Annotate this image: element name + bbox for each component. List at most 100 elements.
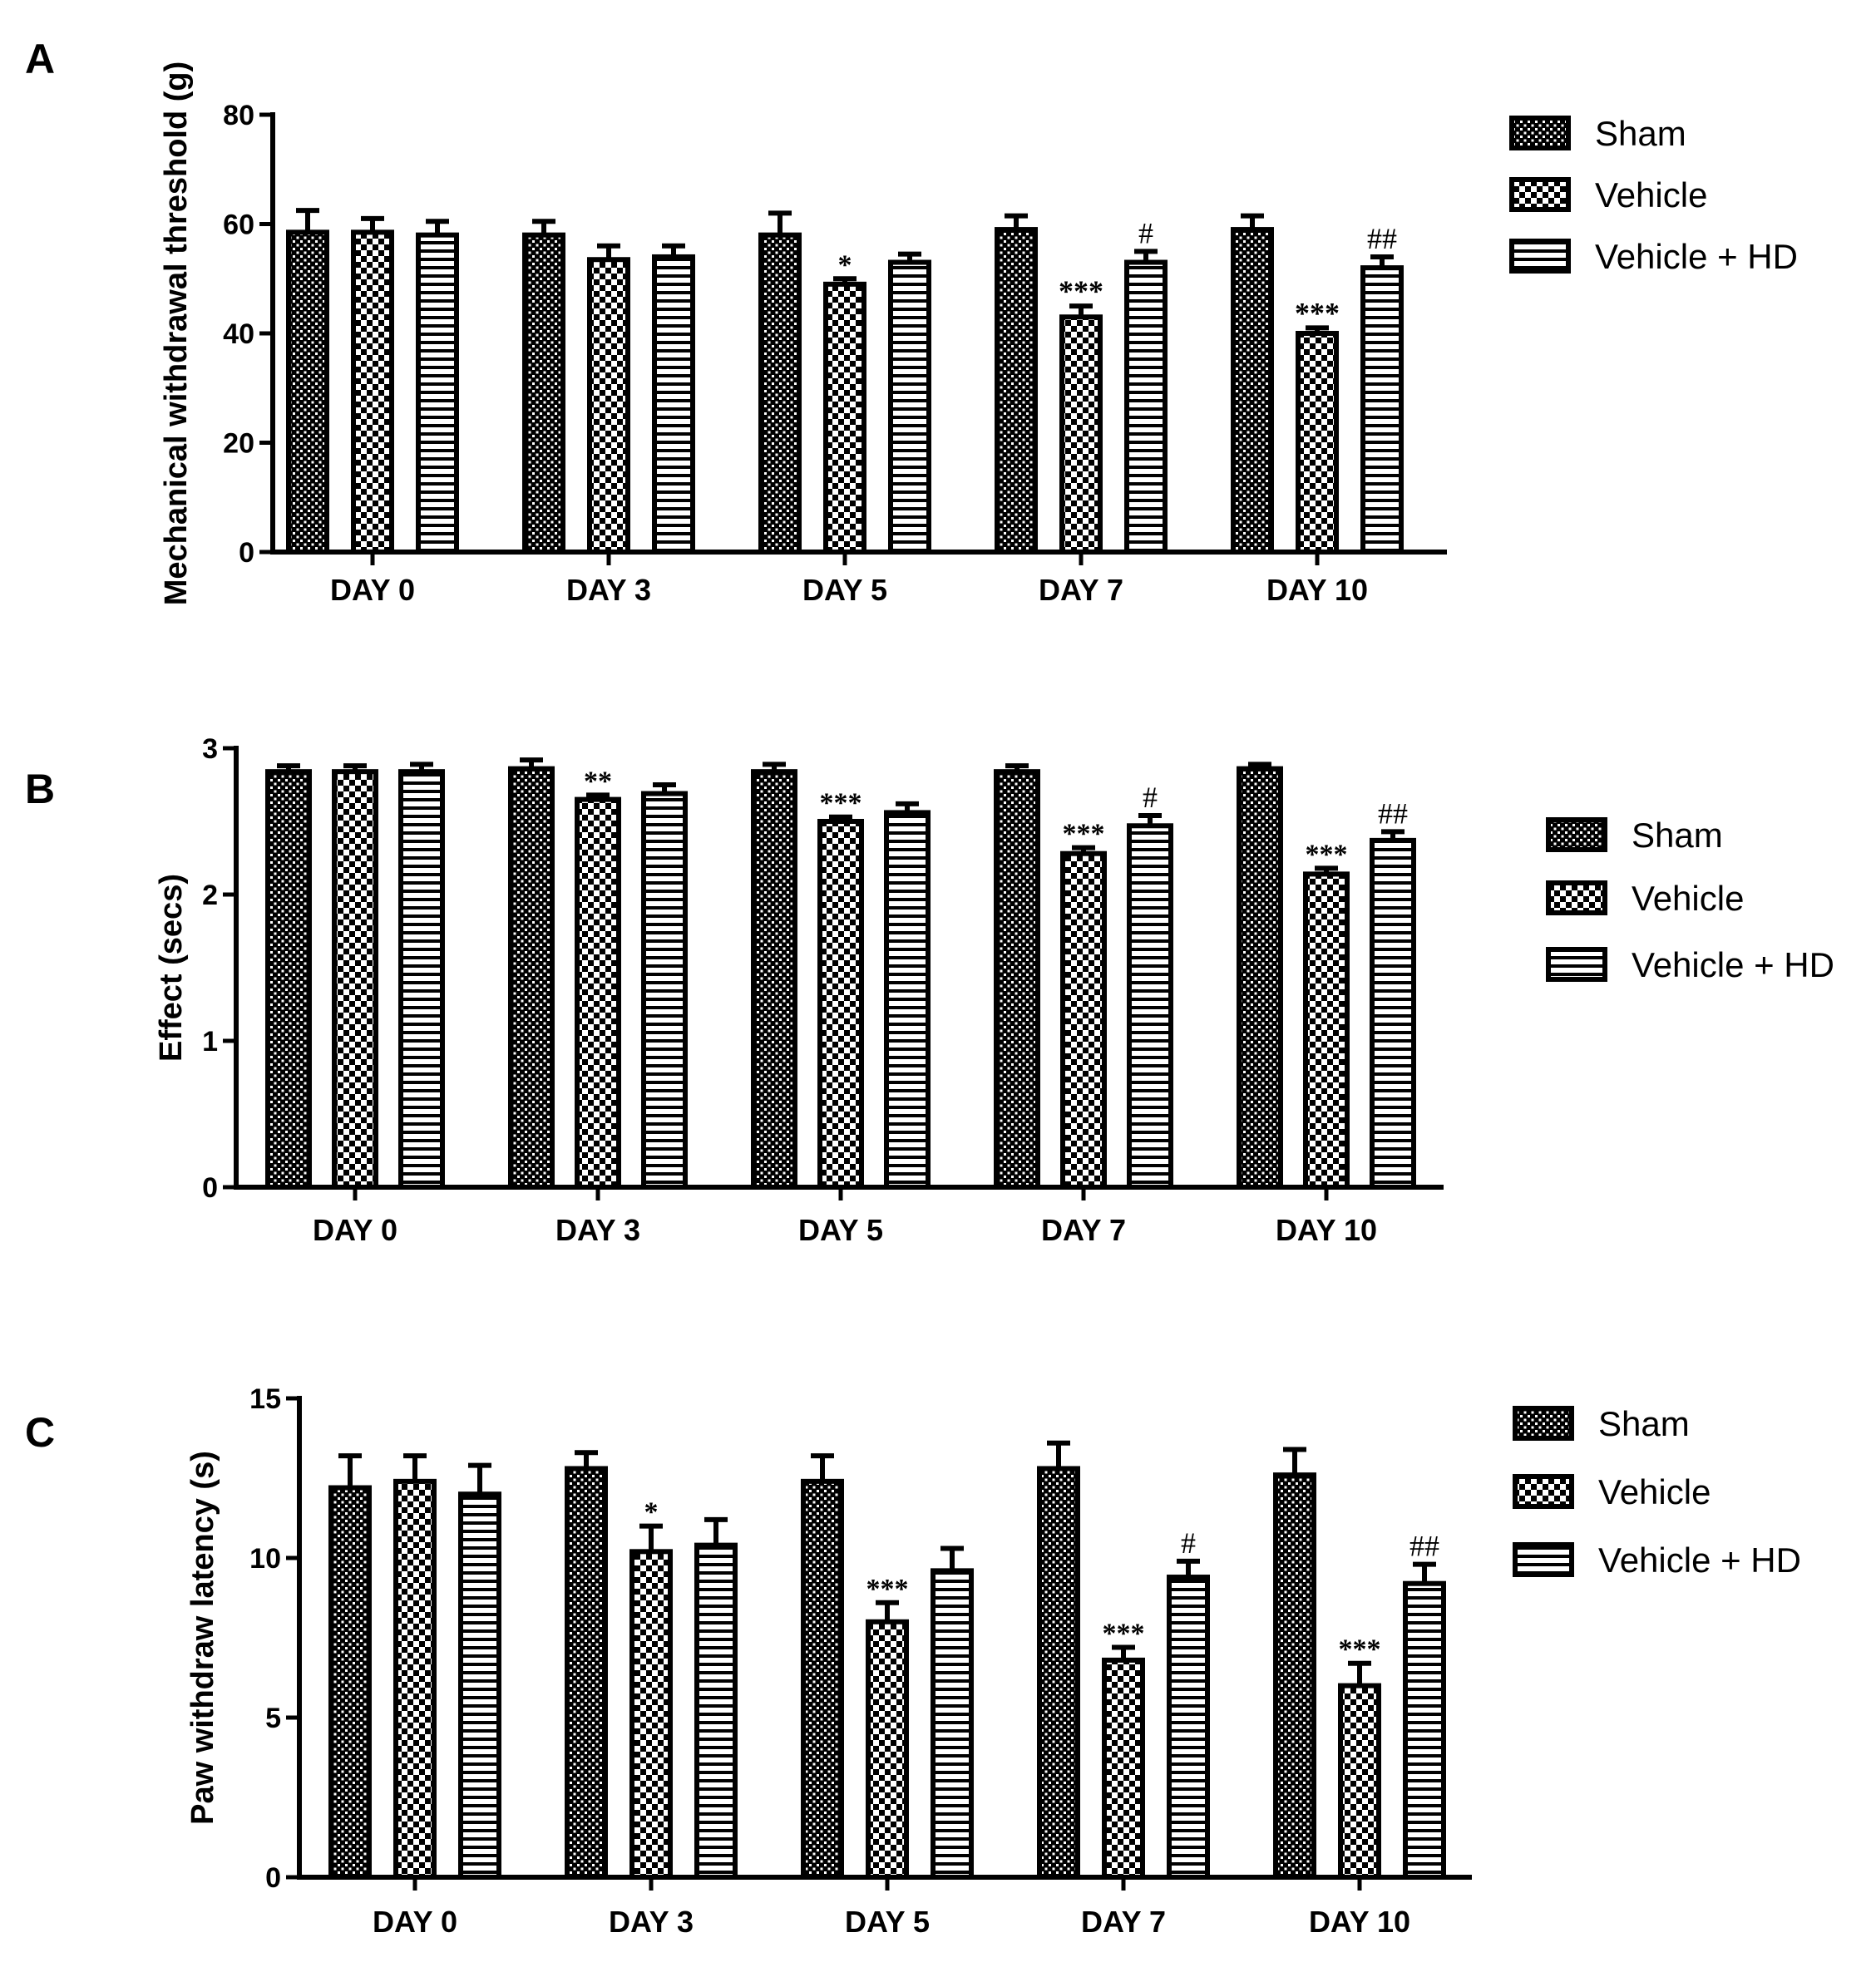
significance-label-a: *** bbox=[1059, 274, 1103, 308]
bar-c-vehicle-day-3 bbox=[629, 1549, 673, 1880]
bar-a-vehicle-day-3 bbox=[587, 257, 630, 555]
x-tick-label-c: DAY 3 bbox=[609, 1905, 694, 1939]
y-tick-label-b: 0 bbox=[202, 1172, 218, 1204]
legend-swatch-b-vehicle bbox=[1546, 880, 1607, 915]
significance-label-b: *** bbox=[1306, 839, 1348, 870]
bar-b-sham-day-3 bbox=[508, 766, 555, 1190]
y-axis-label-a: Mechanical withdrawal threshold (g) bbox=[159, 62, 194, 606]
significance-label-b: # bbox=[1143, 781, 1158, 814]
bar-c-sham-day-7 bbox=[1037, 1466, 1080, 1880]
x-tick-label-a: DAY 3 bbox=[566, 573, 651, 607]
bar-c-vehicle-hd-day-0 bbox=[458, 1491, 501, 1880]
y-tick-label-c: 0 bbox=[265, 1862, 281, 1894]
legend-swatch-b-vehicle-hd bbox=[1546, 947, 1607, 982]
legend-swatch-a-vehicle bbox=[1509, 177, 1571, 212]
significance-label-b: ## bbox=[1378, 796, 1408, 830]
bar-b-vehicle-hd-day-7 bbox=[1127, 823, 1173, 1191]
bar-a-vehicle-day-10 bbox=[1296, 331, 1339, 555]
bar-a-sham-day-10 bbox=[1231, 227, 1274, 555]
y-tick-label-a: 60 bbox=[223, 210, 254, 241]
bar-a-vehicle-hd-day-3 bbox=[652, 254, 695, 555]
bar-a-sham-day-5 bbox=[758, 232, 802, 555]
legend-label-b-vehicle-hd: Vehicle + HD bbox=[1632, 945, 1834, 984]
legend-label-c-sham: Sham bbox=[1598, 1404, 1690, 1443]
bar-c-vehicle-day-7 bbox=[1102, 1657, 1145, 1880]
y-axis-label-b: Effect (secs) bbox=[154, 874, 189, 1062]
legend-swatch-c-vehicle-hd bbox=[1513, 1542, 1574, 1577]
legend-swatch-a-vehicle-hd bbox=[1509, 239, 1571, 274]
bar-a-vehicle-hd-day-0 bbox=[416, 232, 459, 555]
bar-a-vehicle-day-0 bbox=[351, 229, 394, 555]
bar-a-sham-day-7 bbox=[995, 227, 1038, 555]
legend-label-b-vehicle: Vehicle bbox=[1632, 879, 1744, 918]
significance-label-a: * bbox=[838, 249, 852, 280]
legend-swatch-b-sham bbox=[1546, 817, 1607, 852]
y-tick-label-c: 10 bbox=[249, 1543, 281, 1575]
significance-label-c: ## bbox=[1409, 1530, 1439, 1563]
bar-c-vehicle-hd-day-5 bbox=[931, 1568, 974, 1880]
significance-label-c: * bbox=[644, 1497, 659, 1528]
significance-label-b: *** bbox=[1063, 819, 1105, 850]
bar-c-vehicle-hd-day-3 bbox=[694, 1542, 738, 1880]
bar-c-sham-day-3 bbox=[565, 1466, 608, 1880]
bar-b-vehicle-day-5 bbox=[817, 819, 864, 1190]
x-tick-label-a: DAY 10 bbox=[1266, 573, 1368, 607]
bar-a-vehicle-hd-day-5 bbox=[888, 259, 931, 555]
bar-b-vehicle-day-3 bbox=[575, 796, 621, 1190]
bar-c-vehicle-day-0 bbox=[393, 1478, 437, 1880]
panel-a: A Mechanical withdrawal threshold (g) 0 20 4… bbox=[25, 36, 1798, 607]
legend-label-b-sham: Sham bbox=[1632, 816, 1723, 855]
bar-a-sham-day-3 bbox=[522, 232, 565, 555]
x-tick-label-a: DAY 5 bbox=[802, 573, 887, 607]
bar-b-vehicle-day-10 bbox=[1303, 871, 1350, 1190]
legend-swatch-a-sham bbox=[1509, 116, 1571, 150]
bar-c-vehicle-day-10 bbox=[1338, 1683, 1381, 1880]
significance-label-b: *** bbox=[820, 788, 862, 819]
y-tick-label-a: 20 bbox=[223, 428, 254, 460]
bar-c-sham-day-10 bbox=[1273, 1472, 1316, 1881]
x-tick-label-c: DAY 10 bbox=[1309, 1905, 1410, 1939]
bar-b-vehicle-hd-day-5 bbox=[884, 810, 931, 1190]
x-tick-label-b: DAY 0 bbox=[313, 1213, 397, 1247]
y-tick-label-a: 40 bbox=[223, 318, 254, 350]
x-tick-label-c: DAY 7 bbox=[1081, 1905, 1166, 1939]
bar-b-sham-day-10 bbox=[1237, 766, 1283, 1190]
x-tick-label-b: DAY 5 bbox=[798, 1213, 883, 1247]
legend-label-c-vehicle-hd: Vehicle + HD bbox=[1598, 1541, 1801, 1580]
x-tick-label-c: DAY 0 bbox=[373, 1905, 457, 1939]
y-tick-label-a: 0 bbox=[239, 537, 254, 569]
y-tick-label-a: 80 bbox=[223, 100, 254, 131]
significance-label-a: # bbox=[1138, 216, 1153, 249]
significance-label-c: *** bbox=[1339, 1634, 1381, 1665]
x-tick-label-b: DAY 7 bbox=[1041, 1213, 1126, 1247]
y-tick-label-c: 5 bbox=[265, 1703, 281, 1734]
significance-label-c: *** bbox=[1103, 1619, 1145, 1649]
y-tick-label-b: 3 bbox=[202, 733, 218, 765]
y-tick-label-b: 2 bbox=[202, 880, 218, 911]
bar-c-sham-day-0 bbox=[328, 1485, 372, 1881]
x-tick-label-b: DAY 3 bbox=[555, 1213, 640, 1247]
x-tick-label-a: DAY 0 bbox=[330, 573, 415, 607]
panel-letter-b: B bbox=[25, 766, 55, 812]
bar-a-vehicle-hd-day-10 bbox=[1360, 265, 1404, 555]
bar-a-vehicle-hd-day-7 bbox=[1124, 259, 1168, 555]
bar-a-vehicle-day-7 bbox=[1059, 314, 1103, 555]
bar-c-vehicle-hd-day-10 bbox=[1403, 1580, 1446, 1880]
bar-c-sham-day-5 bbox=[801, 1478, 844, 1880]
y-axis-label-c: Paw withdraw latency (s) bbox=[185, 1451, 220, 1825]
bar-b-sham-day-5 bbox=[751, 769, 797, 1190]
significance-label-a: ## bbox=[1367, 222, 1397, 255]
x-tick-label-c: DAY 5 bbox=[845, 1905, 930, 1939]
bar-b-vehicle-day-0 bbox=[332, 769, 378, 1190]
x-tick-label-b: DAY 10 bbox=[1276, 1213, 1377, 1247]
panel-letter-a: A bbox=[25, 36, 55, 82]
significance-label-a: *** bbox=[1295, 296, 1340, 329]
bar-a-vehicle-day-5 bbox=[823, 281, 866, 555]
legend-label-a-vehicle: Vehicle bbox=[1595, 175, 1707, 214]
bar-b-vehicle-day-7 bbox=[1060, 850, 1107, 1190]
bar-c-vehicle-hd-day-7 bbox=[1167, 1575, 1210, 1881]
legend-label-a-vehicle-hd: Vehicle + HD bbox=[1595, 237, 1798, 276]
bar-b-vehicle-hd-day-3 bbox=[641, 791, 688, 1190]
bar-a-sham-day-0 bbox=[286, 229, 329, 555]
